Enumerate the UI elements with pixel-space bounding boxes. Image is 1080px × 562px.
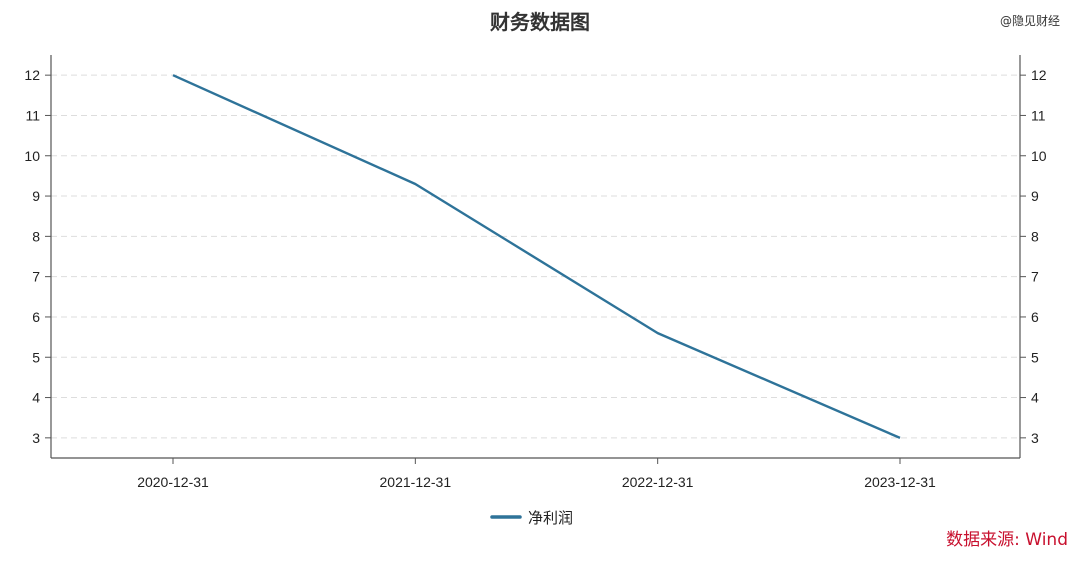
x-tick-label: 2022-12-31: [622, 474, 694, 490]
y-tick-label-left: 4: [32, 390, 40, 406]
y-tick-label-left: 11: [25, 107, 40, 123]
legend: 净利润: [490, 509, 573, 527]
y-tick-label-right: 10: [1031, 148, 1047, 164]
y-tick-label-right: 11: [1031, 107, 1046, 123]
y-tick-label-left: 10: [24, 148, 40, 164]
y-tick-label-left: 3: [32, 430, 40, 446]
grid-lines: [51, 74, 1020, 439]
y-tick-label-right: 7: [1031, 269, 1039, 285]
y-tick-label-left: 5: [32, 349, 40, 365]
y-axis-left-ticks: 3 4 5 6 7 8 9 10 11 12: [24, 67, 51, 446]
x-tick-label: 2021-12-31: [380, 474, 452, 490]
y-tick-label-right: 12: [1031, 67, 1047, 83]
chart-title: 财务数据图: [490, 10, 590, 34]
x-tick-label: 2023-12-31: [864, 474, 936, 490]
y-tick-label-right: 5: [1031, 349, 1039, 365]
y-tick-label-right: 4: [1031, 390, 1039, 406]
y-tick-label-right: 6: [1031, 309, 1039, 325]
y-tick-label-right: 8: [1031, 228, 1039, 244]
axes: [50, 55, 1021, 459]
y-tick-label-left: 6: [32, 309, 40, 325]
y-tick-label-right: 3: [1031, 430, 1039, 446]
legend-label: 净利润: [528, 509, 573, 527]
y-axis-right-ticks: 3 4 5 6 7 8 9 10 11 12: [1020, 67, 1047, 446]
source-note: 数据来源: Wind: [946, 530, 1068, 550]
series-line: [172, 74, 901, 440]
y-tick-label-left: 12: [24, 67, 40, 83]
y-tick-label-left: 8: [32, 228, 40, 244]
x-tick-label: 2020-12-31: [137, 474, 209, 490]
watermark-label: @隐见财经: [999, 14, 1060, 28]
y-tick-label-left: 9: [32, 188, 40, 204]
y-tick-label-right: 9: [1031, 188, 1039, 204]
x-axis-ticks: 2020-12-31 2021-12-31 2022-12-31 2023-12-31: [137, 458, 936, 490]
series-group: [172, 74, 901, 440]
y-tick-label-left: 7: [32, 269, 40, 285]
